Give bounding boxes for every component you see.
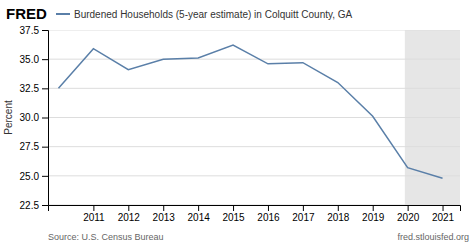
x-tick-label: 2014: [188, 212, 211, 223]
x-tick: 2016: [257, 205, 280, 223]
y-axis-line: [42, 31, 49, 206]
x-tick-label: 2019: [362, 212, 385, 223]
x-tick: 2020: [397, 205, 420, 223]
grid-line: [48, 175, 460, 176]
x-tick-mark: [373, 205, 374, 211]
y-tick-label: 32.5: [20, 83, 40, 94]
x-tick-mark: [233, 205, 234, 211]
y-tick-label: 35.0: [20, 54, 40, 65]
x-tick-mark: [443, 205, 444, 211]
x-tick-mark: [338, 205, 339, 211]
x-tick: 2015: [222, 205, 245, 223]
y-tick-mark: [42, 205, 48, 206]
y-tick-label: 22.5: [20, 200, 40, 211]
x-tick: 2017: [292, 205, 315, 223]
x-tick-label: 2018: [327, 212, 350, 223]
x-axis-line: [49, 206, 461, 212]
source-text: Source: U.S. Census Bureau: [48, 232, 164, 242]
x-tick-label: 2020: [397, 212, 420, 223]
plot-area: [48, 30, 460, 205]
grid-line: [48, 146, 460, 147]
y-tick-label: 37.5: [20, 25, 40, 36]
y-tick-mark: [42, 118, 48, 119]
y-tick: 25.0: [20, 171, 48, 182]
x-tick: 2012: [118, 205, 141, 223]
x-tick: 2013: [153, 205, 176, 223]
chart: 2011 2012 2013 2014 2015 2016 2017 2018 2019 2020…: [0, 0, 474, 245]
x-tick-mark: [163, 205, 164, 211]
x-tick-mark: [93, 205, 94, 211]
y-tick-label: 27.5: [20, 141, 40, 152]
grid-line: [48, 88, 460, 89]
y-tick-label: 25.0: [20, 171, 40, 182]
x-tick-mark: [128, 205, 129, 211]
x-tick: 2011: [83, 205, 105, 223]
legend-swatch: [56, 13, 70, 15]
y-tick: 30.0: [20, 112, 48, 123]
x-tick: 2019: [362, 205, 385, 223]
y-tick-mark: [42, 147, 48, 148]
x-tick-mark: [198, 205, 199, 211]
brand-text: FRED: [6, 5, 47, 22]
y-axis: 22.5 25.0 27.5 30.0 32.5 35.0 37.5: [20, 25, 49, 211]
x-tick-label: 2016: [257, 212, 280, 223]
grid-line: [48, 30, 460, 31]
x-tick: 2014: [188, 205, 211, 223]
x-tick: 2018: [327, 205, 350, 223]
y-tick-mark: [42, 59, 48, 60]
y-tick: 35.0: [20, 54, 48, 65]
legend-label: Burdened Households (5-year estimate) in…: [74, 9, 353, 20]
grid-line: [48, 205, 460, 206]
y-tick-label: 30.0: [20, 112, 40, 123]
x-tick-mark: [268, 205, 269, 211]
y-tick-mark: [42, 88, 48, 89]
x-tick-label: 2013: [153, 212, 176, 223]
y-tick: 27.5: [20, 141, 48, 152]
y-tick: 22.5: [20, 200, 48, 211]
y-axis-title: Percent: [3, 100, 14, 135]
x-axis: 2011 2012 2013 2014 2015 2016 2017 2018 2019 2020…: [49, 205, 461, 223]
x-tick-label: 2021: [432, 212, 455, 223]
x-tick-mark: [408, 205, 409, 211]
y-tick: 37.5: [20, 25, 48, 36]
series-line: [58, 45, 442, 178]
x-tick-mark: [303, 205, 304, 211]
y-tick-mark: [42, 30, 48, 31]
y-tick: 32.5: [20, 83, 48, 94]
x-tick: 2021: [432, 205, 455, 223]
y-tick-mark: [42, 176, 48, 177]
legend: Burdened Households (5-year estimate) in…: [56, 9, 353, 20]
grid-line: [48, 117, 460, 118]
grid: [48, 30, 460, 205]
x-tick-label: 2011: [83, 212, 105, 223]
source-link-text: fred.stlouisfed.org: [397, 232, 469, 242]
x-tick-label: 2012: [118, 212, 141, 223]
x-tick-label: 2015: [222, 212, 245, 223]
x-tick-label: 2017: [292, 212, 315, 223]
